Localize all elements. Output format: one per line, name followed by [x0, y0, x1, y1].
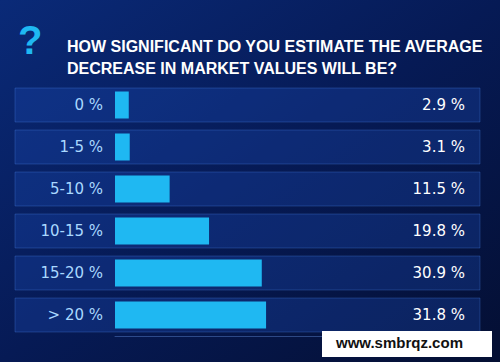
- svg-text:19.8 %: 19.8 %: [413, 222, 465, 240]
- svg-text:30.9 %: 30.9 %: [413, 264, 465, 282]
- svg-text:1-5 %: 1-5 %: [59, 138, 103, 156]
- svg-text:3.1 %: 3.1 %: [422, 138, 465, 156]
- svg-text:15-20 %: 15-20 %: [40, 264, 103, 282]
- svg-text:DECREASE IN MARKET VALUES WILL: DECREASE IN MARKET VALUES WILL BE?: [67, 60, 397, 77]
- svg-text:10-15 %: 10-15 %: [40, 222, 103, 240]
- svg-text:0 %: 0 %: [74, 96, 103, 114]
- svg-text:?: ?: [18, 18, 42, 62]
- svg-text:www.smbrqz.com: www.smbrqz.com: [335, 334, 463, 351]
- svg-text:11.5 %: 11.5 %: [413, 180, 465, 198]
- svg-text:HOW SIGNIFICANT DO YOU ESTIMAT: HOW SIGNIFICANT DO YOU ESTIMATE THE AVER…: [67, 38, 483, 55]
- svg-text:> 20 %: > 20 %: [48, 306, 103, 324]
- svg-text:31.8 %: 31.8 %: [413, 306, 465, 324]
- svg-text:2.9 %: 2.9 %: [422, 96, 465, 114]
- svg-text:5-10 %: 5-10 %: [50, 180, 103, 198]
